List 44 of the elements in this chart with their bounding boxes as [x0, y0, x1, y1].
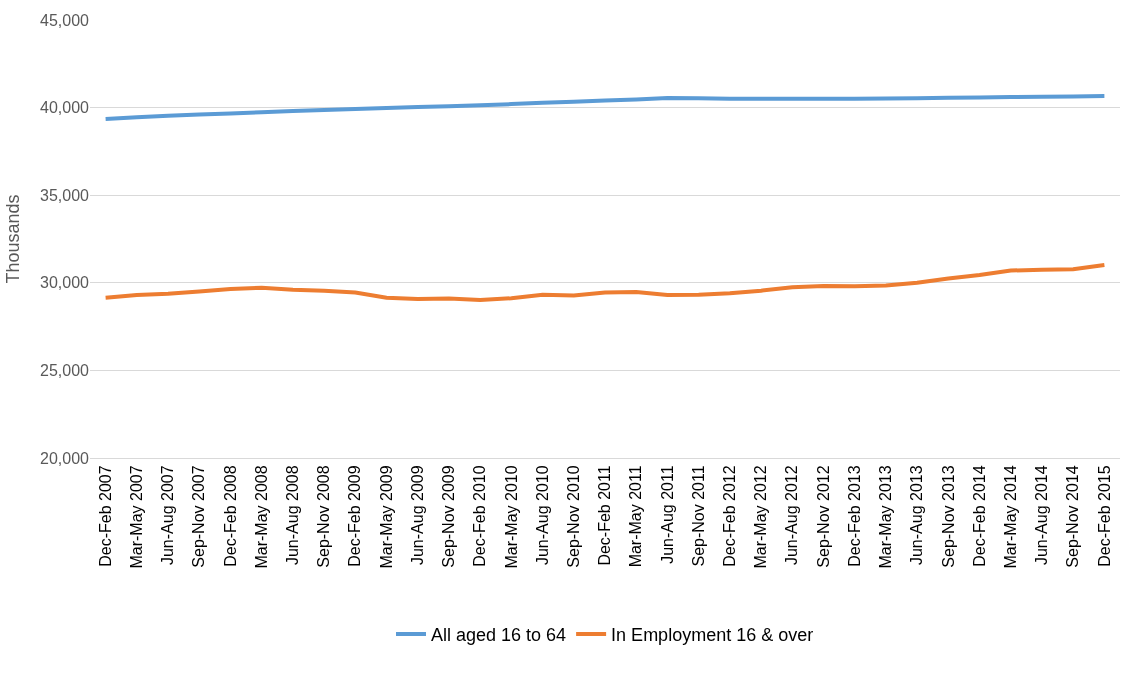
- x-tick-label: Dec-Feb 2014: [970, 465, 988, 567]
- y-tick-label: 30,000: [40, 274, 90, 292]
- line-series: [103, 262, 1107, 302]
- line-series: [103, 94, 1107, 121]
- x-tick-label: Sep-Nov 2014: [1064, 465, 1082, 568]
- y-tick-label: 40,000: [40, 99, 90, 117]
- y-tick-label: 35,000: [40, 186, 90, 204]
- x-tick-label: Sep-Nov 2008: [315, 465, 333, 568]
- y-axis-title: Thousands: [3, 194, 24, 284]
- x-tick-label: Dec-Feb 2011: [596, 465, 614, 566]
- x-tick-label: Jun-Aug 2008: [284, 465, 302, 566]
- x-tick-label: Dec-Feb 2009: [346, 465, 364, 567]
- x-tick-label: Sep-Nov 2009: [440, 465, 458, 568]
- legend-label: All aged 16 to 64: [431, 624, 567, 645]
- x-tick-label: Jun-Aug 2007: [159, 465, 177, 566]
- y-tick-label: 45,000: [40, 11, 90, 29]
- x-tick-label: Mar-May 2011: [627, 465, 645, 568]
- x-tick-label: Dec-Feb 2008: [221, 465, 239, 567]
- x-tick-label: Sep-Nov 2012: [814, 465, 832, 568]
- x-tick-label: Mar-May 2013: [877, 465, 895, 569]
- x-tick-label: Mar-May 2012: [752, 465, 770, 569]
- x-tick-label: Sep-Nov 2007: [190, 465, 208, 568]
- x-tick-label: Mar-May 2009: [377, 465, 395, 569]
- x-tick-label: Jun-Aug 2010: [533, 465, 551, 566]
- x-tick-label: Sep-Nov 2011: [689, 465, 707, 567]
- x-tick-label: Dec-Feb 2015: [1095, 465, 1113, 567]
- x-tick-label: Dec-Feb 2007: [96, 465, 114, 567]
- x-tick-label: Mar-May 2014: [1001, 465, 1019, 569]
- x-tick-label: Jun-Aug 2014: [1033, 465, 1051, 566]
- x-tick-label: Jun-Aug 2013: [908, 465, 926, 566]
- x-tick-label: Sep-Nov 2010: [564, 465, 582, 568]
- x-tick-label: Dec-Feb 2012: [721, 465, 739, 567]
- x-tick-label: Jun-Aug 2011: [658, 465, 676, 564]
- x-tick-label: Mar-May 2010: [502, 465, 520, 569]
- x-tick-label: Jun-Aug 2009: [408, 465, 426, 566]
- x-tick-label: Mar-May 2007: [128, 465, 146, 569]
- x-tick-label: Sep-Nov 2013: [939, 465, 957, 568]
- x-tick-label: Dec-Feb 2010: [471, 465, 489, 567]
- legend-label: In Employment 16 & over: [611, 624, 814, 645]
- y-tick-label: 20,000: [40, 449, 90, 467]
- x-tick-label: Mar-May 2008: [252, 465, 270, 569]
- x-tick-label: Jun-Aug 2012: [783, 465, 801, 566]
- x-tick-label: Dec-Feb 2013: [845, 465, 863, 567]
- y-tick-label: 25,000: [40, 362, 90, 379]
